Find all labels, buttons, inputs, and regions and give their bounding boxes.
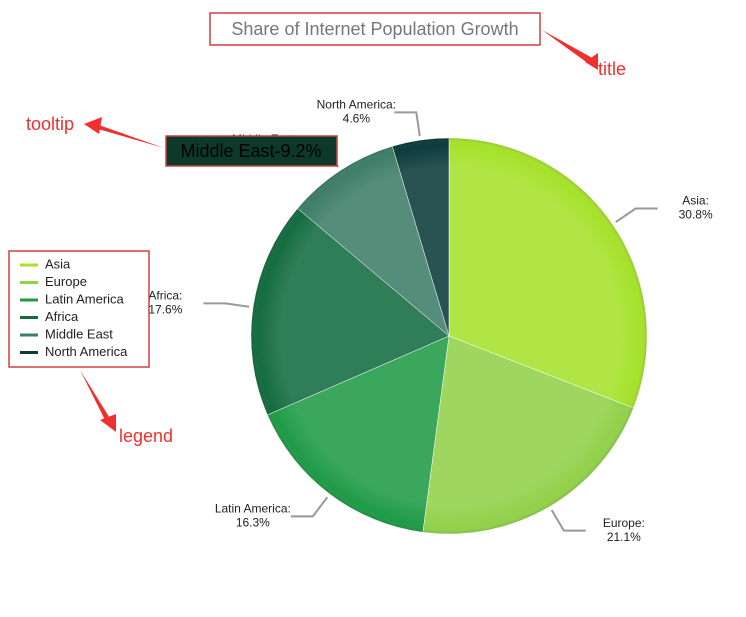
slice-label: Europe: xyxy=(603,516,645,530)
arrow xyxy=(542,30,596,64)
arrow-head xyxy=(585,53,598,70)
arrow-head xyxy=(84,117,102,134)
title-box xyxy=(209,12,541,46)
value-label: 17.6% xyxy=(148,302,182,316)
legend-label: Europe xyxy=(45,274,87,289)
leader-line xyxy=(550,509,586,532)
legend-box xyxy=(8,250,150,368)
value-label: 16.3% xyxy=(236,516,270,530)
legend-label: North America xyxy=(45,344,128,359)
annotation: legend xyxy=(119,426,173,446)
annotation: title xyxy=(598,59,626,79)
tooltip xyxy=(165,135,338,167)
legend: Asia Europe Latin America Africa Middle East… xyxy=(20,256,128,359)
leader-line xyxy=(203,302,250,308)
slice-label: Africa: xyxy=(148,288,182,302)
leader-line xyxy=(394,111,421,137)
slice-label: North America: xyxy=(317,98,396,112)
value-label: 4.6% xyxy=(343,112,371,126)
legend-label: Africa xyxy=(45,309,79,324)
value-label: 21.1% xyxy=(607,530,641,544)
leader-line xyxy=(615,207,658,223)
value-label: 30.8% xyxy=(679,208,713,222)
tooltip-text: Middle East-9.2% xyxy=(180,141,321,161)
annotation: tooltip xyxy=(26,114,74,134)
legend-label: Asia xyxy=(45,256,71,271)
slice-label: Asia: xyxy=(682,194,709,208)
chart-title: Share of Internet Population Growth xyxy=(231,19,518,39)
arrow xyxy=(96,124,164,148)
arrow xyxy=(80,370,111,422)
arrow-head xyxy=(100,414,116,432)
slice-label: Latin America: xyxy=(215,502,291,516)
legend-label: Middle East xyxy=(45,326,113,341)
legend-label: Latin America xyxy=(45,291,125,306)
slice-labels: Asia:30.8% Europe:21.1% Latin America:16.3… xyxy=(148,98,713,544)
pie xyxy=(250,137,648,535)
leader-line xyxy=(290,496,329,518)
